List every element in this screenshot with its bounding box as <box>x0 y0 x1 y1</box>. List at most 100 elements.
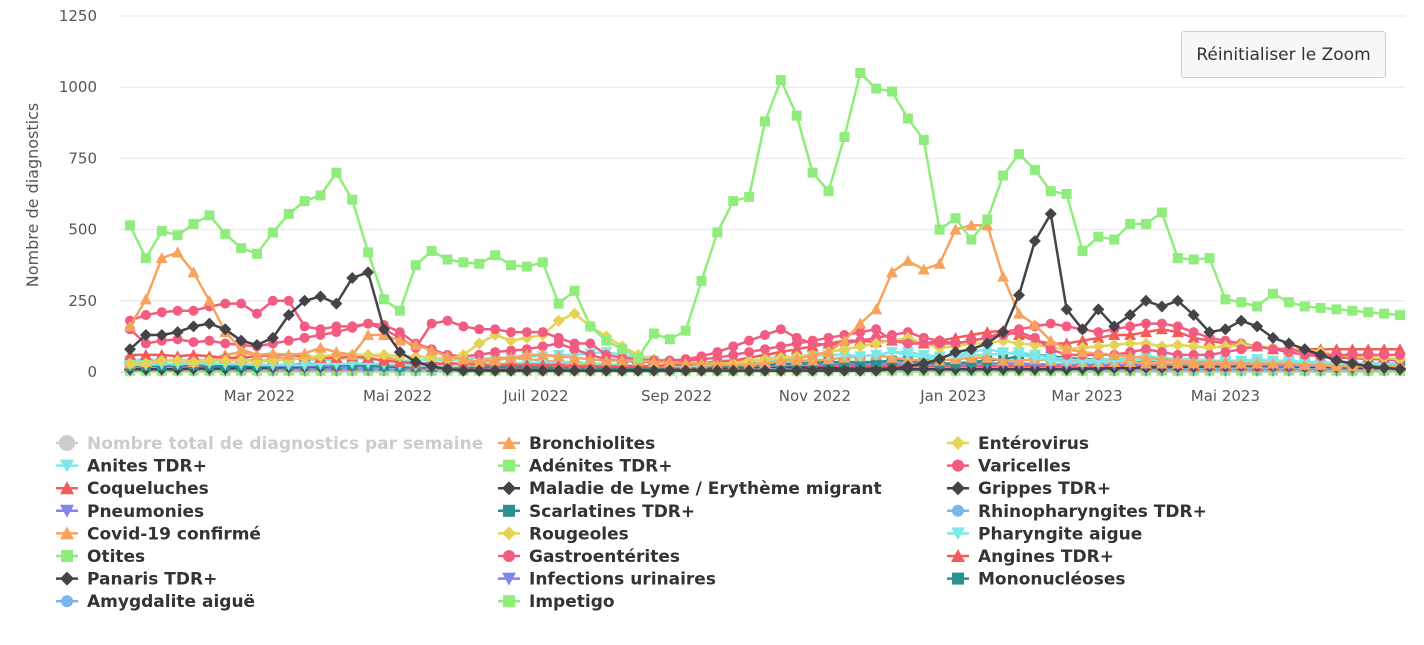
legend-item-pneumonies[interactable]: Pneumonies <box>56 502 204 522</box>
data-point <box>363 247 374 258</box>
data-point <box>140 310 151 321</box>
y-tick-label: 0 <box>87 363 97 381</box>
data-point <box>806 364 819 377</box>
legend-marker <box>951 436 965 450</box>
legend-marker <box>60 481 74 495</box>
legend-item-covid-19-confirme[interactable]: Covid-19 confirmé <box>56 524 261 544</box>
legend-item-bronchiolites[interactable]: Bronchiolites <box>498 434 655 454</box>
legend-label: Nombre total de diagnostics par semaine <box>87 434 483 454</box>
y-tick-label: 250 <box>68 292 97 310</box>
legend-item-varicelles[interactable]: Varicelles <box>947 457 1071 477</box>
data-point <box>363 318 374 329</box>
data-point <box>252 308 262 319</box>
data-point <box>949 223 962 235</box>
data-point <box>473 356 486 368</box>
y-tick-label: 1250 <box>59 7 97 25</box>
data-point <box>601 335 612 346</box>
data-point <box>854 317 867 329</box>
legend-marker <box>502 572 516 586</box>
legend-item-infections-urinaires[interactable]: Infections urinaires <box>498 570 716 590</box>
data-point <box>727 358 740 370</box>
legend-item-coqueluches[interactable]: Coqueluches <box>56 479 209 499</box>
legend-item-otites[interactable]: Otites <box>56 547 145 567</box>
data-point <box>1156 318 1167 329</box>
legend-item-scarlatines-tdr[interactable]: Scarlatines TDR+ <box>498 502 695 522</box>
legend-item-rougeoles[interactable]: Rougeoles <box>498 524 629 544</box>
data-point <box>679 357 692 369</box>
data-point <box>679 364 692 377</box>
data-point <box>950 213 961 224</box>
legend-item-panaris-tdr[interactable]: Panaris TDR+ <box>56 570 217 590</box>
legend-item-anites-tdr[interactable]: Anites TDR+ <box>56 457 207 477</box>
data-point <box>1188 327 1199 338</box>
legend-item-maladie-de-lyme-erytheme-migrant[interactable]: Maladie de Lyme / Erythème migrant <box>498 479 882 499</box>
legend-item-angines-tdr[interactable]: Angines TDR+ <box>947 547 1114 567</box>
data-point <box>886 266 898 278</box>
legend-item-pharyngite-aigue[interactable]: Pharyngite aigue <box>947 524 1142 544</box>
data-point <box>282 309 295 322</box>
data-point <box>696 275 707 286</box>
data-point <box>648 328 659 339</box>
legend-item-impetigo[interactable]: Impetigo <box>498 592 615 612</box>
x-tick-label: Juil 2022 <box>502 387 568 405</box>
data-point <box>378 348 390 361</box>
data-point <box>506 345 516 356</box>
data-point <box>1282 357 1295 369</box>
data-point <box>1044 355 1057 367</box>
legend-marker <box>59 435 75 451</box>
legend-marker <box>951 481 965 496</box>
legend-label: Varicelles <box>978 457 1071 477</box>
data-point <box>664 334 675 345</box>
data-point <box>188 218 199 229</box>
series-otites <box>125 67 1405 363</box>
data-point <box>1267 357 1279 369</box>
data-point <box>347 321 358 332</box>
legend-item-nombre-total-de-diagnostics-par-semaine[interactable]: Nombre total de diagnostics par semaine <box>56 434 483 454</box>
legend-item-grippes-tdr[interactable]: Grippes TDR+ <box>947 479 1111 499</box>
series-bronchiolites <box>124 219 1406 372</box>
data-point <box>600 354 613 366</box>
data-point <box>1298 343 1311 356</box>
data-point <box>775 341 786 352</box>
legend-item-enterovirus[interactable]: Entérovirus <box>947 434 1089 454</box>
reset-zoom-button[interactable]: Réinitialiser le Zoom <box>1181 31 1386 78</box>
data-point <box>1172 321 1183 332</box>
data-point <box>1236 297 1247 308</box>
data-point <box>760 329 770 340</box>
data-point <box>1155 300 1168 313</box>
data-point <box>1394 363 1406 376</box>
legend-item-amygdalite-aigue[interactable]: Amygdalite aiguë <box>56 592 255 612</box>
data-point <box>711 358 724 370</box>
data-point <box>490 347 501 358</box>
legend-item-gastroenterites[interactable]: Gastroentérites <box>498 547 680 567</box>
legend-item-mononucleoses[interactable]: Mononucléoses <box>947 570 1125 590</box>
data-point <box>1013 307 1025 319</box>
data-point <box>219 323 232 336</box>
data-point <box>855 327 866 338</box>
data-point <box>1141 344 1151 355</box>
data-point <box>315 190 326 201</box>
data-point <box>1029 332 1040 343</box>
data-point <box>744 335 755 346</box>
data-point <box>1330 354 1343 367</box>
data-point <box>775 324 786 335</box>
data-point <box>871 324 882 335</box>
data-point <box>125 220 135 231</box>
data-point <box>1379 349 1390 360</box>
data-point <box>282 359 295 371</box>
data-point <box>823 186 834 197</box>
data-point <box>791 110 802 121</box>
legend-label: Adénites TDR+ <box>529 457 673 477</box>
legend-marker <box>952 572 964 585</box>
legend-item-rhinopharyngites-tdr[interactable]: Rhinopharyngites TDR+ <box>947 502 1207 522</box>
data-point <box>901 349 914 361</box>
data-point <box>981 351 994 363</box>
data-point <box>298 347 311 359</box>
legend-item-adenites-tdr[interactable]: Adénites TDR+ <box>498 457 673 477</box>
data-point <box>536 358 549 370</box>
data-point <box>965 343 978 356</box>
data-point <box>536 348 549 360</box>
data-point <box>235 354 248 367</box>
data-point <box>632 364 644 377</box>
